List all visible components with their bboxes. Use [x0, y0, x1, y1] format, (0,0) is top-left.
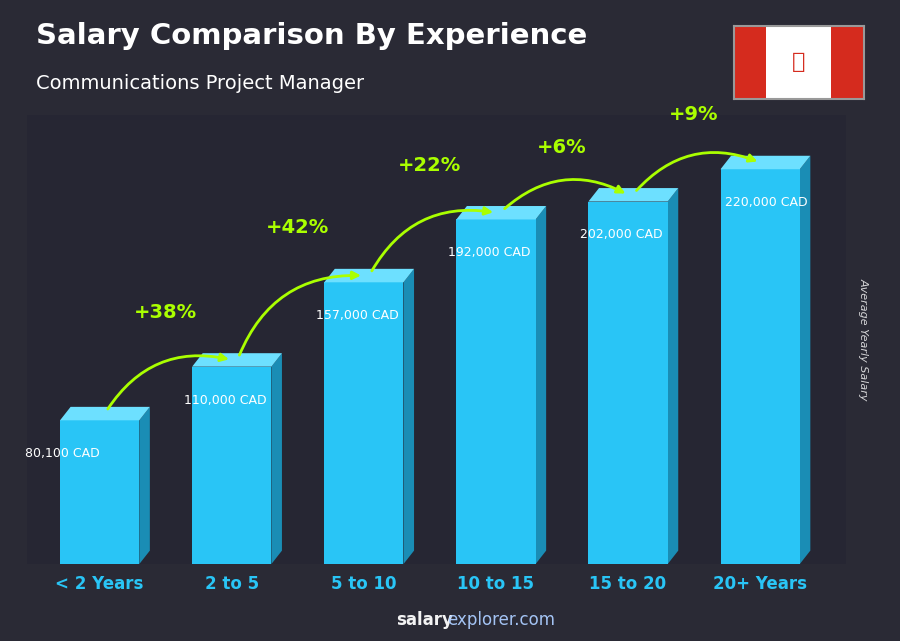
Text: +42%: +42%: [266, 219, 329, 237]
Text: Communications Project Manager: Communications Project Manager: [36, 74, 365, 93]
Polygon shape: [403, 269, 414, 564]
Text: explorer.com: explorer.com: [447, 612, 555, 629]
Polygon shape: [721, 156, 810, 169]
Text: 202,000 CAD: 202,000 CAD: [580, 228, 662, 242]
Polygon shape: [536, 206, 546, 564]
Bar: [60, 420, 140, 564]
Text: +22%: +22%: [399, 156, 462, 174]
Bar: [456, 219, 536, 564]
Text: salary: salary: [396, 612, 453, 629]
Text: 80,100 CAD: 80,100 CAD: [25, 447, 100, 460]
Bar: [192, 367, 272, 564]
Polygon shape: [734, 26, 766, 99]
Text: 🍁: 🍁: [792, 53, 806, 72]
Bar: [721, 169, 800, 564]
Polygon shape: [272, 353, 282, 564]
Polygon shape: [324, 269, 414, 282]
Polygon shape: [60, 407, 149, 420]
Bar: [589, 201, 668, 564]
Polygon shape: [832, 26, 864, 99]
Text: 110,000 CAD: 110,000 CAD: [184, 394, 266, 406]
Bar: [324, 282, 403, 564]
Text: +38%: +38%: [134, 303, 197, 322]
Text: +6%: +6%: [537, 138, 587, 156]
Polygon shape: [668, 188, 679, 564]
Text: 157,000 CAD: 157,000 CAD: [316, 309, 399, 322]
Text: Average Yearly Salary: Average Yearly Salary: [859, 278, 868, 401]
Text: 192,000 CAD: 192,000 CAD: [448, 246, 531, 260]
Text: 220,000 CAD: 220,000 CAD: [725, 196, 808, 209]
Text: Salary Comparison By Experience: Salary Comparison By Experience: [36, 22, 587, 51]
Polygon shape: [140, 407, 149, 564]
Polygon shape: [589, 188, 679, 201]
Polygon shape: [192, 353, 282, 367]
Polygon shape: [800, 156, 810, 564]
Polygon shape: [456, 206, 546, 219]
Text: +9%: +9%: [670, 105, 719, 124]
